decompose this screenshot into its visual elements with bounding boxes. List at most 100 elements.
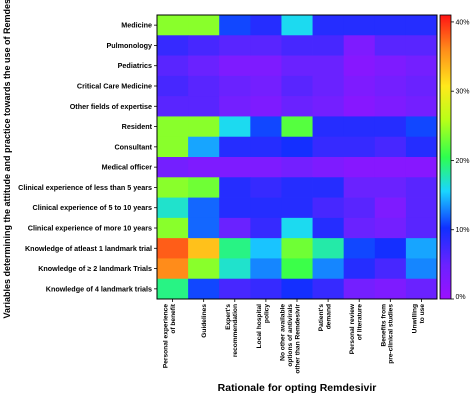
heatmap-cell <box>157 197 189 219</box>
column-label: Personal experienceof benefit <box>163 303 177 368</box>
column-label: Unwillingto use <box>411 304 425 334</box>
heatmap-cell <box>343 177 376 198</box>
heatmap-cell <box>312 96 345 117</box>
heatmap-cell <box>405 96 438 117</box>
heatmap-cell <box>405 197 438 219</box>
heatmap-cell <box>250 177 282 198</box>
heatmap-cell <box>343 278 376 300</box>
column-label: Personal reviewof literature <box>349 303 363 354</box>
heatmap-cell <box>250 96 282 117</box>
heatmap-cell <box>219 136 251 158</box>
heatmap-cell <box>188 55 220 77</box>
heatmap-cell <box>374 35 407 56</box>
heatmap-cell <box>188 136 220 158</box>
heatmap-cell <box>374 55 407 77</box>
heatmap-cell <box>374 15 407 36</box>
heatmap-cell <box>219 258 251 280</box>
heatmap-cell <box>157 96 189 117</box>
heatmap-cell <box>250 157 282 178</box>
row-label: Pediatrics <box>118 61 152 70</box>
colorbar-tick-label: 0% <box>456 294 466 301</box>
heatmap-cell <box>219 197 251 219</box>
heatmap-cell <box>374 278 407 300</box>
row-label: Consultant <box>114 142 152 151</box>
heatmap-cell <box>188 217 220 239</box>
heatmap-cell <box>343 116 376 138</box>
heatmap-cell <box>343 35 376 56</box>
heatmap-cell <box>250 278 282 300</box>
heatmap-cell <box>281 217 313 239</box>
heatmap-cell <box>188 157 220 178</box>
heatmap-cell <box>312 217 345 239</box>
heatmap-cell <box>188 177 220 198</box>
heatmap-cell <box>312 177 345 198</box>
heatmap-cell <box>250 197 282 219</box>
heatmap-cell <box>343 238 376 259</box>
heatmap-cell <box>312 238 345 259</box>
heatmap-cell <box>405 258 438 280</box>
heatmap-cell <box>374 75 407 97</box>
heatmap-cell <box>405 55 438 77</box>
colorbar-tick-label: 10% <box>456 227 470 234</box>
heatmap-cell <box>157 238 189 259</box>
heatmap-cell <box>343 136 376 158</box>
heatmap-cell <box>281 35 313 56</box>
heatmap-cell <box>343 258 376 280</box>
heatmap-cell <box>157 35 189 56</box>
heatmap-cell <box>343 96 376 117</box>
column-label: No other availableoptions of antiviralso… <box>280 304 302 374</box>
y-axis-title: Variables determining the attitude and p… <box>2 0 12 319</box>
heatmap-cell <box>405 136 438 158</box>
heatmap-cell <box>188 116 220 138</box>
row-label: Medicine <box>121 21 152 30</box>
heatmap-cell <box>312 278 345 300</box>
heatmap-cell <box>281 157 313 178</box>
heatmap-cell <box>405 157 438 178</box>
row-label: Clinical experience of more 10 years <box>28 224 152 233</box>
heatmap-cell <box>405 217 438 239</box>
row-label: Critical Care Medicine <box>77 82 152 91</box>
heatmap-cell <box>312 15 345 36</box>
x-axis-title: Rationale for opting Remdesivir <box>218 382 377 394</box>
heatmap-cell <box>343 15 376 36</box>
heatmap-cell <box>405 35 438 56</box>
heatmap-cell <box>405 75 438 97</box>
heatmap-cell <box>374 258 407 280</box>
heatmap-cell <box>219 157 251 178</box>
row-label: Medical officer <box>102 163 153 172</box>
colorbar-tick-label: 40% <box>456 19 470 26</box>
heatmap-cell <box>312 75 345 97</box>
heatmap-cell <box>405 116 438 138</box>
heatmap-cell <box>312 136 345 158</box>
heatmap-cell <box>188 75 220 97</box>
heatmap-cell <box>250 258 282 280</box>
row-label: Other fields of expertise <box>70 102 152 111</box>
colorbar-ticks: 0% 10% 20% 30% 40% <box>451 19 470 301</box>
heatmap-cell <box>188 278 220 300</box>
heatmap-cell <box>405 177 438 198</box>
heatmap-cell <box>281 136 313 158</box>
heatmap-cell <box>250 116 282 138</box>
heatmap-cell <box>312 55 345 77</box>
heatmap-cell <box>343 197 376 219</box>
row-label: Knowledge of atleast 1 landmark trial <box>25 244 152 253</box>
heatmap-cell <box>219 116 251 138</box>
heatmap-cell <box>312 197 345 219</box>
heatmap-cell <box>219 217 251 239</box>
heatmap-cell <box>374 197 407 219</box>
heatmap-cell <box>188 258 220 280</box>
row-label: Resident <box>122 122 153 131</box>
heatmap-cell <box>343 75 376 97</box>
heatmap-cell <box>281 238 313 259</box>
colorbar <box>439 14 452 300</box>
heatmap-cell <box>219 238 251 259</box>
heatmap-cell <box>405 278 438 300</box>
heatmap-cell <box>250 15 282 36</box>
heatmap-cell <box>343 55 376 77</box>
heatmap-cell <box>343 157 376 178</box>
heatmap-cell <box>157 177 189 198</box>
heatmap-cell <box>219 278 251 300</box>
heatmap-cell <box>188 15 220 36</box>
row-labels: Medicine Pulmonology Pediatrics Critical Ca… <box>18 21 157 293</box>
heatmap-cell <box>188 197 220 219</box>
